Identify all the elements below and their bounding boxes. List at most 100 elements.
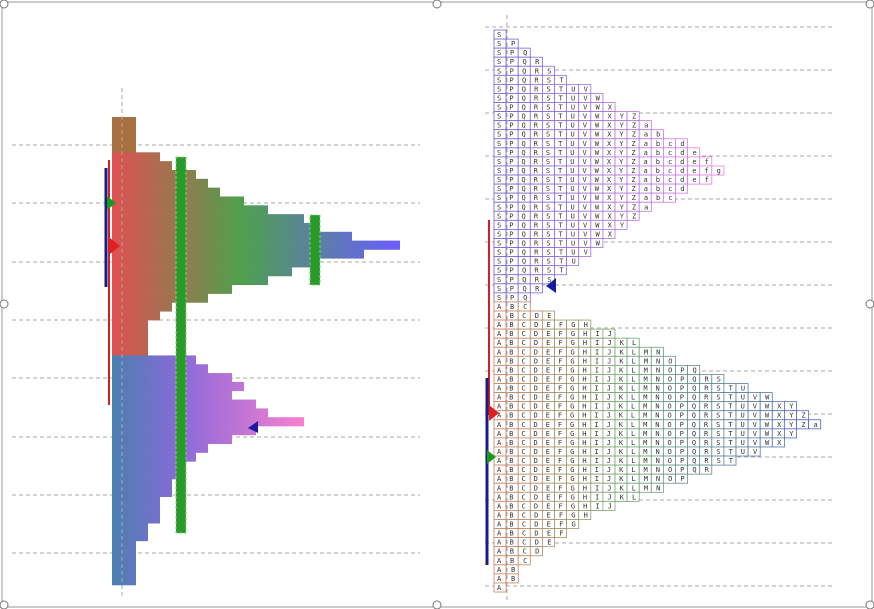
profile-bar: [112, 558, 136, 568]
profile-bar: [112, 320, 148, 330]
tpo-row: SPQRS: [497, 276, 552, 284]
profile-bar: [112, 408, 268, 418]
tpo-row: SPQRSTUVWXYZa: [497, 203, 648, 211]
profile-bar: [112, 576, 136, 586]
marker: [489, 405, 499, 421]
marker: [546, 278, 556, 293]
profile-bar: [112, 187, 220, 197]
volume-profile: [112, 117, 400, 586]
tpo-cell: [517, 555, 531, 566]
tpo-cell: [493, 582, 507, 593]
tpo-row: SPQ: [497, 49, 527, 57]
profile-bar: [112, 267, 292, 277]
handle: [0, 0, 9, 9]
handle: [0, 600, 9, 609]
tpo-cell: [554, 265, 568, 276]
profile-bar: [112, 346, 148, 356]
tpo-cell: [529, 546, 543, 557]
tpo-row: ABCDEFGHIJKLMNOPQ: [497, 366, 697, 374]
profile-bar: [112, 514, 160, 524]
tpo-cell: [578, 247, 592, 258]
tpo-row: SPQRSTUVWXYZabcde: [497, 149, 697, 157]
tpo-cell: [602, 500, 616, 511]
tpo-row: ABCDEFGHIJKLMNOPQRSTUVWXY: [497, 403, 794, 411]
profile-bar: [112, 169, 196, 180]
tpo-row: ABCDEFGHIJKLMNO: [497, 357, 673, 365]
profile-bar: [112, 452, 196, 462]
profile-bar: [112, 505, 160, 515]
profile-bar: [112, 214, 304, 224]
profile-bar: [112, 417, 304, 427]
tpo-cell: [542, 537, 555, 548]
tpo-cell: [675, 183, 689, 194]
handle: [865, 0, 874, 9]
value-area-column: [175, 156, 187, 534]
tpo-row: ABC: [497, 303, 527, 311]
tpo-row: ABCDEFGHIJKLMNOPQRSTU: [497, 385, 745, 393]
profile-bar: [112, 311, 160, 321]
profile-bar: [112, 143, 136, 153]
tpo-row: SPQRS: [497, 67, 552, 75]
tpo-cell: [747, 446, 761, 457]
profile-bar: [112, 540, 136, 550]
tpo-cell: [784, 428, 797, 439]
profile-bar: [112, 328, 148, 339]
profile-bar: [112, 364, 208, 374]
tpo-row: ABCDEFGHIJKLMNOPQRS: [497, 375, 721, 383]
tpo-cell: [711, 165, 725, 176]
tpo-cell: [566, 519, 580, 529]
tpo-cell: [529, 283, 543, 294]
tpo-cell: [699, 174, 713, 185]
tpo-cell: [675, 473, 689, 484]
profile-bar: [112, 293, 208, 303]
tpo-row: ABCDEFGHIJKLMNOPQRSTUVWXYZa: [497, 421, 818, 429]
profile-bar: [112, 355, 196, 365]
tpo-profile: SSPSPQSPQRSPQRSSPQRSTSPQRSTUVSPQRSTUVWSP…: [493, 29, 822, 593]
tpo-row: ABCDE: [497, 539, 552, 547]
profile-bar: [112, 434, 232, 445]
marker: [107, 196, 116, 210]
tpo-cell: [626, 210, 640, 221]
profile-bar: [112, 275, 268, 286]
tpo-cell: [566, 256, 580, 267]
profile-bar: [112, 390, 232, 400]
tpo-row: ABCDE: [497, 312, 552, 320]
tpo-cell: [554, 528, 568, 539]
profile-bar: [112, 161, 172, 171]
profile-bar: [112, 487, 172, 497]
marker: [110, 238, 120, 254]
profile-bar: [112, 152, 160, 162]
tpo-cell: [663, 192, 676, 203]
tpo-row: ABCDEFGHIJKLMNOPQRSTUVWXY: [497, 430, 794, 438]
profile-bar: [112, 258, 316, 268]
tpo-cell: [723, 455, 737, 466]
tpo-row: SPQRSTUVWXYZabc: [497, 194, 673, 202]
profile-bar: [112, 567, 136, 577]
profile-bar: [112, 302, 172, 312]
handle: [865, 600, 874, 609]
tpo-cell: [650, 482, 664, 493]
markers: [104, 15, 556, 600]
handle: [0, 299, 9, 309]
tpo-row: SPQRSTU: [497, 258, 576, 266]
profile-bar: [112, 134, 136, 144]
handle: [432, 0, 442, 9]
profile-bar: [112, 496, 160, 506]
profile-bar: [112, 231, 352, 241]
tpo-row: SPQRSTUVWXYZabcdefg: [497, 167, 721, 175]
tpo-cell: [614, 219, 628, 230]
tpo-cell: [638, 201, 652, 212]
profile-bar: [112, 284, 232, 294]
tpo-cell: [808, 419, 822, 430]
profile-bar: [112, 337, 148, 347]
tpo-cell: [699, 464, 713, 475]
tpo-cell: [602, 229, 616, 239]
handle: [865, 299, 874, 309]
tpo-row: A: [497, 584, 502, 592]
tpo-row: SPQ: [497, 294, 527, 302]
tpo-cell: [626, 491, 640, 502]
profile-bar: [112, 125, 136, 135]
profile-bar: [112, 373, 232, 383]
